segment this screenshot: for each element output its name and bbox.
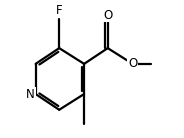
Text: N: N <box>26 87 35 100</box>
Text: O: O <box>103 9 112 22</box>
Text: O: O <box>128 57 137 70</box>
Text: F: F <box>56 4 63 17</box>
